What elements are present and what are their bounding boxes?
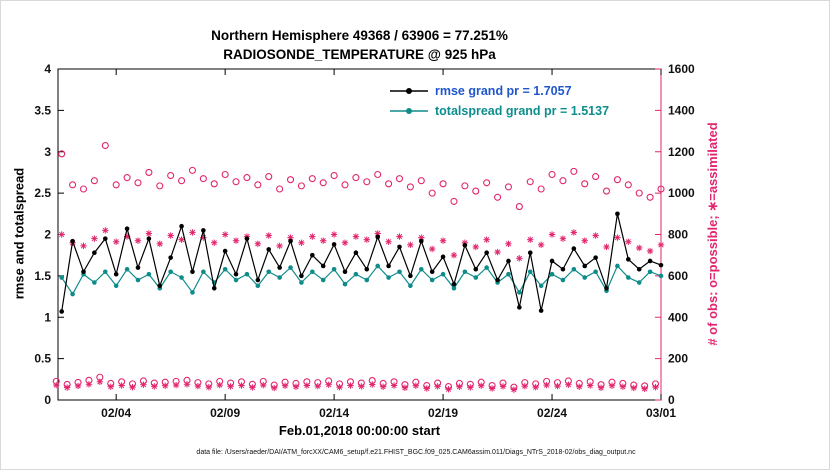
svg-text:400: 400 (668, 310, 688, 324)
svg-text:02/24: 02/24 (537, 406, 567, 420)
left-y-axis-label: rmse and totalspread (11, 167, 27, 300)
svg-text:2.5: 2.5 (34, 186, 51, 200)
svg-text:3.5: 3.5 (34, 103, 51, 117)
data-file-caption: data file: /Users/raeder/DAI/ATM_forcXX/… (196, 449, 636, 456)
svg-text:1200: 1200 (668, 145, 695, 159)
legend-item-totalspread: totalspread grand pr = 1.5137 (389, 101, 609, 121)
legend-swatch-totalspread-icon (390, 108, 428, 114)
svg-text:0.5: 0.5 (34, 352, 51, 366)
legend-item-rmse: rmse grand pr = 1.7057 (389, 81, 609, 101)
legend-label-totalspread: totalspread grand pr = 1.5137 (435, 104, 610, 118)
legend-label-rmse: rmse grand pr = 1.7057 (435, 84, 572, 98)
figure-title-line1: Northern Hemisphere 49368 / 63906 = 77.2… (211, 28, 508, 43)
legend-swatch-rmse-icon (390, 88, 428, 94)
svg-text:02/14: 02/14 (319, 406, 349, 420)
svg-text:02/19: 02/19 (428, 406, 458, 420)
svg-text:1.5: 1.5 (34, 269, 51, 283)
svg-text:4: 4 (44, 62, 51, 76)
x-axis-label: Feb.01,2018 00:00:00 start (278, 423, 441, 438)
svg-text:1600: 1600 (668, 62, 695, 76)
legend: rmse grand pr = 1.7057 totalspread grand… (389, 81, 609, 121)
svg-text:02/04: 02/04 (101, 406, 131, 420)
svg-text:800: 800 (668, 228, 688, 242)
svg-text:0: 0 (44, 393, 51, 407)
svg-text:0: 0 (668, 393, 675, 407)
svg-text:1: 1 (44, 310, 51, 324)
svg-text:2: 2 (44, 228, 51, 242)
right-y-axis-label: # of obs: o=possible; ∗=assimilated (705, 122, 720, 346)
figure-title-line2: RADIOSONDE_TEMPERATURE @ 925 hPa (223, 47, 496, 62)
svg-text:1000: 1000 (668, 186, 695, 200)
svg-text:600: 600 (668, 269, 688, 283)
svg-text:3: 3 (44, 145, 51, 159)
svg-text:1400: 1400 (668, 103, 695, 117)
svg-text:02/09: 02/09 (210, 406, 240, 420)
svg-text:200: 200 (668, 352, 688, 366)
svg-text:03/01: 03/01 (646, 406, 676, 420)
